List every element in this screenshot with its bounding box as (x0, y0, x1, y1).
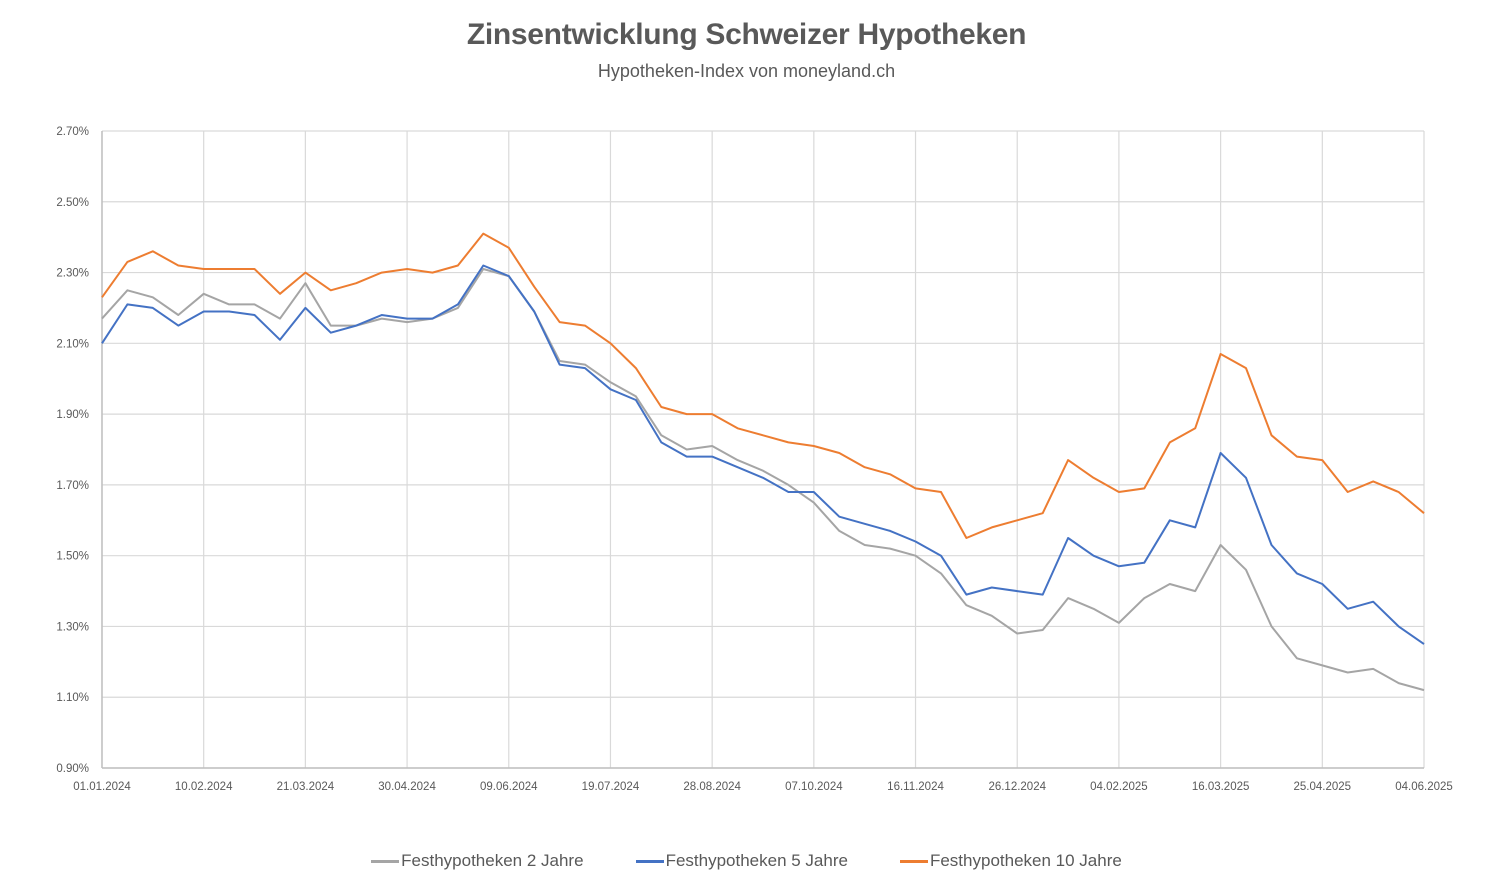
series-lines (101, 232, 1425, 692)
x-tick-label: 16.03.2025 (1192, 781, 1250, 793)
x-tick-label: 19.07.2024 (582, 781, 640, 793)
y-tick-label: 2.50% (56, 197, 89, 209)
series-line-2y (101, 268, 1425, 692)
x-tick-label: 09.06.2024 (480, 781, 538, 793)
y-tick-label: 1.90% (56, 409, 89, 421)
legend-swatch-5y (635, 859, 664, 863)
chart-subtitle: Hypotheken-Index von moneyland.ch (597, 61, 896, 81)
x-tick-label: 26.12.2024 (988, 781, 1046, 793)
y-axis-ticks: 2.70% 2.50% 2.30% 2.10% 1.90% 1.70% 1.50% 1.30%… (56, 126, 89, 775)
x-tick-label: 10.02.2024 (175, 781, 233, 793)
x-tick-label: 28.08.2024 (683, 781, 741, 793)
x-axis-ticks: 01.01.2024 10.02.2024 21.03.2024 30.04.2024… (73, 781, 1453, 793)
grid (101, 130, 1425, 769)
y-tick-label: 0.90% (56, 763, 89, 775)
legend-item-5y: Festhypotheken 5 Jahre (635, 851, 848, 871)
x-tick-label: 16.11.2024 (887, 781, 944, 793)
legend-label-10y: Festhypotheken 10 Jahre (929, 851, 1122, 870)
legend-swatch-10y (899, 859, 928, 863)
chart-title: Zinsentwicklung Schweizer Hypotheken (466, 18, 1027, 51)
legend-swatch-2y (371, 859, 400, 863)
x-tick-label: 04.06.2025 (1395, 781, 1453, 793)
legend-label-2y: Festhypotheken 2 Jahre (401, 851, 584, 870)
legend-item-10y: Festhypotheken 10 Jahre (899, 851, 1122, 871)
x-tick-label: 21.03.2024 (277, 781, 335, 793)
y-tick-label: 1.50% (56, 551, 89, 563)
series-line-5y (101, 264, 1425, 645)
y-tick-label: 1.30% (56, 621, 89, 633)
y-tick-label: 1.70% (56, 480, 89, 492)
legend-item-2y: Festhypotheken 2 Jahre (371, 851, 584, 871)
y-tick-label: 1.10% (56, 692, 89, 704)
x-tick-label: 01.01.2024 (73, 781, 131, 793)
x-tick-label: 30.04.2024 (378, 781, 436, 793)
legend-label-5y: Festhypotheken 5 Jahre (665, 851, 848, 870)
y-tick-label: 2.10% (56, 338, 89, 350)
series-line-10y (101, 232, 1425, 539)
x-tick-label: 07.10.2024 (785, 781, 843, 793)
x-tick-label: 04.02.2025 (1090, 781, 1148, 793)
legend: Festhypotheken 2 Jahre Festhypotheken 5 … (0, 851, 1493, 871)
x-tick-label: 25.04.2025 (1294, 781, 1352, 793)
y-tick-label: 2.70% (56, 126, 89, 138)
y-tick-label: 2.30% (56, 268, 89, 280)
